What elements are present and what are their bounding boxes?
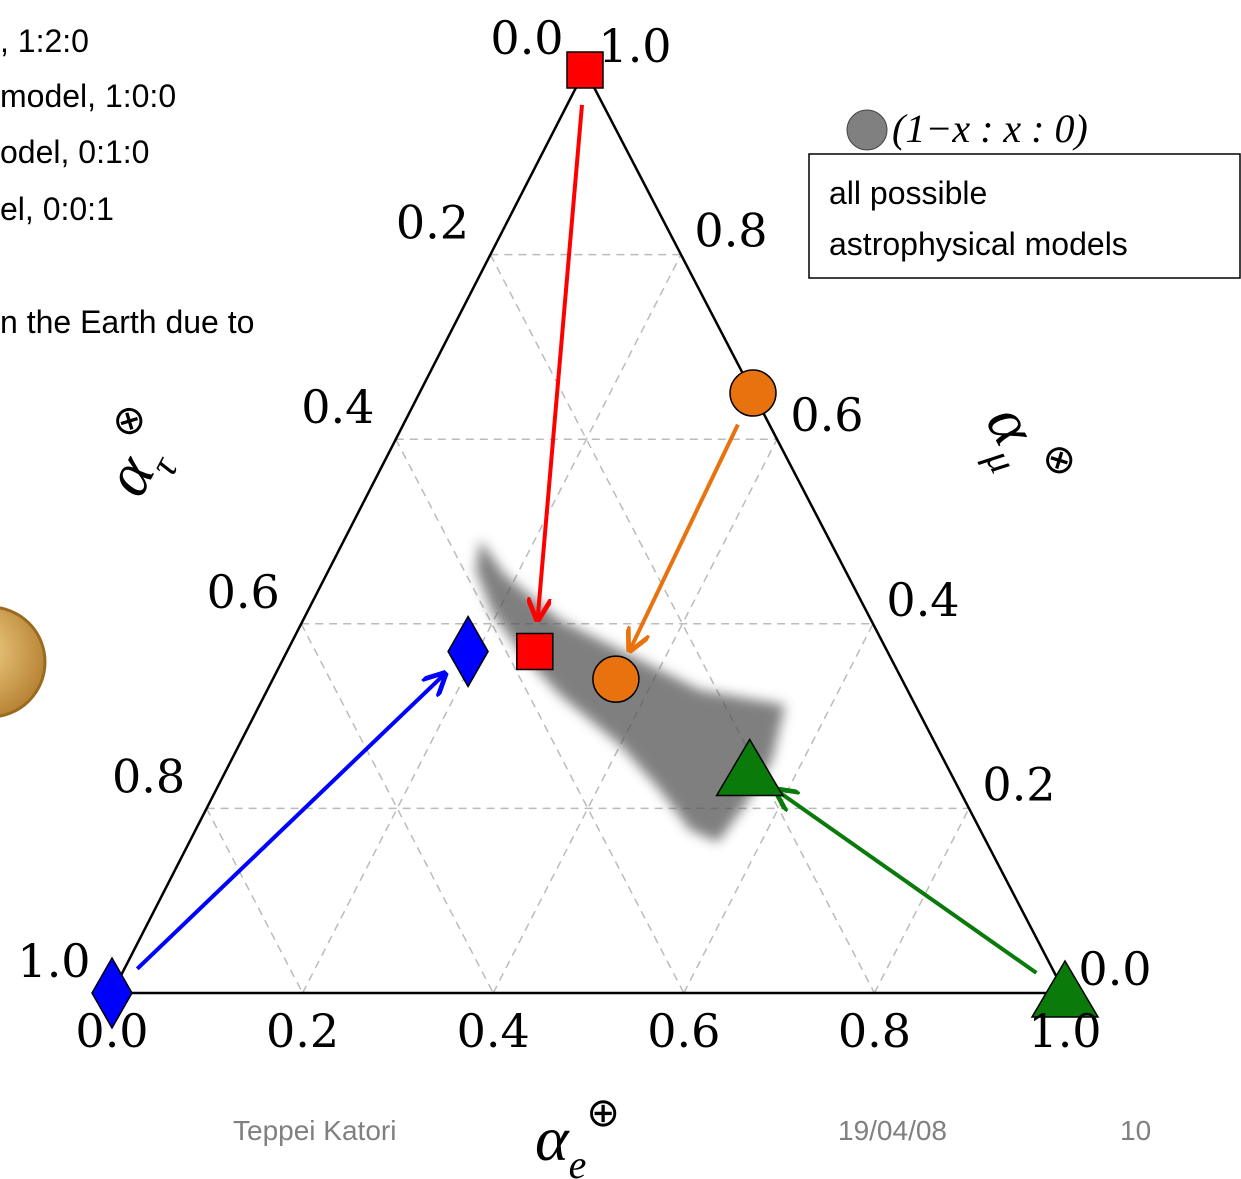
marker-diamond: [448, 616, 488, 686]
footer-page: 10: [1120, 1115, 1151, 1146]
legend-text: all possible: [829, 175, 987, 211]
arrow: [630, 425, 738, 651]
axis-sup: ⊗: [1032, 435, 1087, 486]
slide-line: odel, 0:1:0: [0, 134, 149, 170]
legend: (1−x : x : 0) all possible astrophysical…: [809, 106, 1240, 278]
axis-sup: ⊗: [101, 395, 156, 446]
tick-label: 0.2: [266, 1004, 339, 1058]
axis-title: αμ⊗: [961, 387, 1088, 510]
slide-text: , 1:2:0 model, 1:0:0 odel, 0:1:0 el, 0:0…: [0, 23, 254, 340]
tick-label: 0.4: [301, 380, 374, 434]
grid-line: [207, 808, 303, 993]
coin-image: [0, 607, 45, 717]
tick-label: 0.0: [1078, 942, 1151, 996]
grid: [207, 255, 969, 993]
marker-circle: [730, 370, 776, 416]
legend-text: astrophysical models: [829, 226, 1128, 262]
arrow: [538, 105, 582, 620]
axis-title: ατ⊗: [78, 395, 202, 512]
axis-symbol: α: [535, 1103, 570, 1174]
axis-symbol: α: [90, 442, 169, 506]
tick-label: 0.4: [886, 573, 959, 627]
tick-label: 0.6: [647, 1004, 720, 1058]
tick-label: 0.4: [457, 1004, 530, 1058]
tick-label: 0.8: [694, 204, 767, 258]
tick-label: 0.8: [838, 1004, 911, 1058]
slide-line: n the Earth due to: [0, 304, 254, 340]
slide-line: model, 1:0:0: [0, 78, 176, 114]
legend-marker: [847, 110, 887, 150]
arrow: [137, 674, 445, 969]
footer-date: 19/04/08: [838, 1115, 947, 1146]
grid-line: [874, 808, 969, 993]
tick-label: 0.6: [790, 388, 863, 442]
marker-circle: [593, 656, 639, 702]
tick-label: 0.8: [112, 749, 185, 803]
tick-label: 0.2: [982, 757, 1055, 811]
tick-label: 0.0: [490, 11, 563, 65]
axis-sub: e: [569, 1142, 587, 1179]
tick-label: 1.0: [598, 19, 671, 73]
axis-sup: ⊕: [586, 1090, 620, 1135]
slide-line: el, 0:0:1: [0, 191, 114, 227]
tick-label: 1.0: [17, 934, 90, 988]
footer-author: Teppei Katori: [233, 1115, 396, 1146]
arrow: [776, 790, 1037, 973]
tick-label: 0.2: [396, 196, 469, 250]
tick-label: 1.0: [1028, 1004, 1101, 1058]
slide-line: , 1:2:0: [0, 23, 89, 59]
axis-title: αe ⊕: [535, 1090, 620, 1179]
tick-label: 0.6: [207, 565, 280, 619]
legend-label: (1−x : x : 0): [892, 106, 1088, 151]
slide: , 1:2:0 model, 1:0:0 odel, 0:1:0 el, 0:0…: [0, 0, 1241, 1179]
marker-square: [517, 633, 553, 669]
tick-label: 0.0: [75, 1004, 148, 1058]
